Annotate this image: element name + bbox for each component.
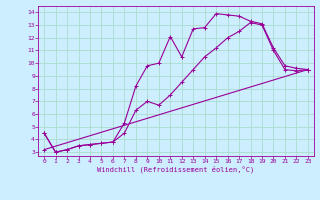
X-axis label: Windchill (Refroidissement éolien,°C): Windchill (Refroidissement éolien,°C) — [97, 166, 255, 173]
